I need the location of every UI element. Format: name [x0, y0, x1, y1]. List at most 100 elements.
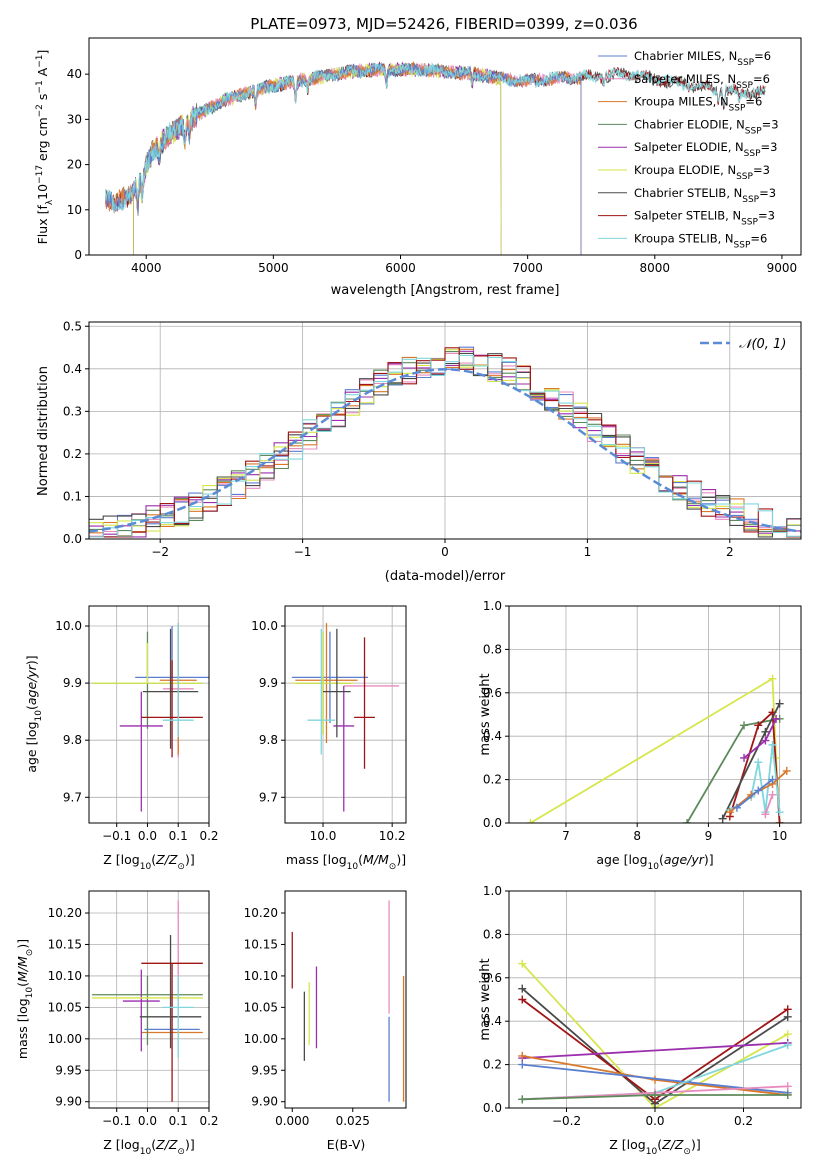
- weight-marker-chabrier_stelib: [518, 984, 527, 993]
- y-tick-label: 0.1: [63, 489, 82, 503]
- y-axis-label: Flux [fλ10−17 erg cm−2 s−1 A−1]: [35, 50, 55, 245]
- y-tick-label: 0.0: [483, 816, 502, 830]
- weight-marker-kroupa_stelib: [783, 1041, 792, 1050]
- axes: −0.1 0.0 0.1 0.2 9.90 9.95 10.00 10.05 10.10 10.1…: [48, 890, 219, 1128]
- weight-marker-salpeter_miles: [783, 1082, 792, 1091]
- axes: 4000 5000 6000 7000 8000 9000 0 10 20 30 40: [67, 37, 802, 275]
- weight-marker-salpeter_stelib: [783, 1005, 792, 1014]
- y-tick-label: 9.90: [55, 1095, 82, 1109]
- weight-marker-chabrier_miles: [518, 1060, 527, 1069]
- y-tick-label: 0.6: [483, 971, 502, 985]
- x-tick-label: 0.1: [169, 1114, 188, 1128]
- plot-content: [518, 959, 792, 1108]
- axes-frame: [284, 890, 407, 1109]
- plot-content: [92, 900, 203, 1102]
- z-mass-panel: −0.1 0.0 0.1 0.2 9.90 9.95 10.00 10.05 10.10 10.1…: [15, 890, 219, 1157]
- x-tick-label: 2: [726, 545, 734, 559]
- weight-marker-chabrier_miles: [732, 803, 741, 812]
- y-tick-label: 10.20: [244, 906, 278, 920]
- legend-label: 𝒩(0, 1): [739, 337, 786, 352]
- x-tick-label: 0.2: [199, 829, 218, 843]
- axes-frame: [284, 605, 407, 824]
- y-tick-label: 10.00: [48, 1032, 82, 1046]
- weight-marker-chabrier_stelib: [761, 727, 770, 736]
- x-tick-label: 0.2: [199, 1114, 218, 1128]
- x-axis-label: (data-model)/error: [385, 569, 506, 584]
- x-axis-label: age [log10(age/yr)]: [596, 852, 713, 872]
- plot-content: [92, 623, 209, 812]
- x-tick-label: −0.1: [102, 829, 131, 843]
- y-tick-label: 10.20: [48, 906, 82, 920]
- weight-marker-kroupa_stelib: [775, 808, 784, 817]
- x-tick-label: 0.025: [336, 1114, 370, 1128]
- y-tick-label: 0.6: [483, 686, 502, 700]
- weight-marker-chabrier_elodie: [740, 721, 749, 730]
- spectrum-line-kroupa_elodie: [133, 62, 502, 255]
- y-tick-label: 0.8: [483, 927, 502, 941]
- spectrum-line-kroupa_miles: [105, 60, 582, 255]
- legend-label: Chabrier MILES, NSSP=6: [634, 49, 771, 68]
- y-tick-label: 0.2: [483, 773, 502, 787]
- y-tick-label: 10.10: [244, 969, 278, 983]
- axes: 7 8 9 10 0.0 0.2 0.4 0.6 0.8 1.0: [483, 599, 802, 843]
- y-tick-label: 0.8: [483, 642, 502, 656]
- plot-content: [526, 674, 791, 823]
- x-tick-label: 1: [584, 545, 592, 559]
- y-tick-label: 0.3: [63, 404, 82, 418]
- y-tick-label: 10.15: [48, 937, 82, 951]
- x-axis-label: Z [log10(Z/Z⊙)]: [103, 1137, 194, 1157]
- axes: −0.1 0.0 0.1 0.2 9.7 9.8 9.9 10.0: [55, 605, 219, 843]
- y-tick-label: 0.2: [63, 447, 82, 461]
- y-tick-label: 10.05: [244, 1000, 278, 1014]
- y-axis-label: age [log10(age/yr)]: [24, 655, 44, 772]
- legend-label: Chabrier ELODIE, NSSP=3: [634, 117, 779, 136]
- x-tick-label: −1: [294, 545, 312, 559]
- x-axis-label: Z [log10(Z/Z⊙)]: [103, 852, 194, 872]
- x-tick-label: 0.0: [645, 1114, 664, 1128]
- plot-content: [105, 60, 766, 255]
- weight-marker-chabrier_elodie: [518, 1095, 527, 1104]
- plot-content: [291, 623, 400, 812]
- weight-marker-chabrier_elodie: [783, 1090, 792, 1099]
- x-tick-label: 0.0: [138, 1114, 157, 1128]
- x-tick-label: 0.0: [138, 829, 157, 843]
- weight-marker-salpeter_miles: [761, 810, 770, 819]
- axes: −0.2 0.0 0.2 0.0 0.2 0.4 0.6 0.8 1.0: [483, 884, 802, 1128]
- spectrum-line-salpeter_elodie: [133, 61, 502, 255]
- z-weights-panel: −0.2 0.0 0.2 0.0 0.2 0.4 0.6 0.8 1.0 mass weight Z…: [478, 884, 802, 1157]
- legend-label: Salpeter MILES, NSSP=6: [634, 72, 770, 91]
- y-tick-label: 9.7: [259, 790, 278, 804]
- y-tick-label: 40: [67, 67, 82, 81]
- weight-marker-kroupa_miles: [782, 766, 791, 775]
- weight-marker-salpeter_elodie: [761, 736, 770, 745]
- legend-label: Kroupa MILES, NSSP=6: [634, 95, 762, 114]
- weight-marker-kroupa_miles: [725, 808, 734, 817]
- legend-label: Chabrier STELIB, NSSP=3: [634, 186, 776, 205]
- y-tick-label: 0.5: [63, 319, 82, 333]
- legend-label: Salpeter ELODIE, NSSP=3: [634, 140, 777, 159]
- x-tick-label: 8000: [640, 261, 671, 275]
- x-tick-label: 0.1: [169, 829, 188, 843]
- y-tick-label: 0.0: [483, 1101, 502, 1115]
- x-tick-label: 5000: [258, 261, 289, 275]
- y-tick-label: 0.4: [483, 729, 502, 743]
- y-tick-label: 10.10: [48, 969, 82, 983]
- y-tick-label: 10: [67, 203, 82, 217]
- weight-marker-kroupa_stelib: [768, 740, 777, 749]
- y-tick-label: 0.0: [63, 532, 82, 546]
- spectrum-line-chabrier_miles: [105, 61, 582, 255]
- y-tick-label: 10.05: [48, 1000, 82, 1014]
- spectrum-line-chabrier_elodie: [133, 62, 502, 255]
- weight-marker-chabrier_elodie: [651, 1090, 659, 1099]
- x-tick-label: −2: [151, 545, 169, 559]
- weight-line-kroupa_elodie: [521, 963, 789, 1108]
- grid: [285, 606, 406, 823]
- spectrum-panel: 4000 5000 6000 7000 8000 9000 0 10 20 30 40 Chabrie…: [35, 37, 802, 298]
- legend-label: Kroupa ELODIE, NSSP=3: [634, 163, 770, 182]
- figure-title: PLATE=0973, MJD=52426, FIBERID=0399, z=0…: [250, 15, 637, 33]
- weight-marker-salpeter_stelib: [518, 995, 527, 1004]
- weight-marker-salpeter_elodie: [772, 714, 781, 723]
- legend-label: Salpeter STELIB, NSSP=3: [634, 209, 775, 228]
- axes-frame: [508, 605, 802, 824]
